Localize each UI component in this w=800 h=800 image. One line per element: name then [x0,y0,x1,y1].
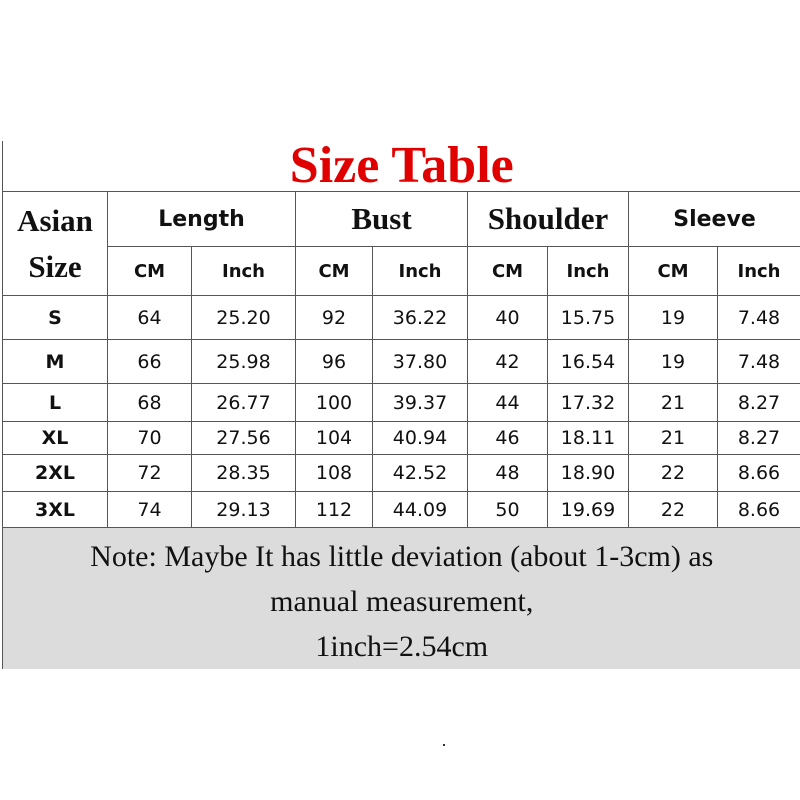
table-row: 2XL 72 28.35 108 42.52 48 18.90 22 8.66 [2,454,800,492]
value-cell: 42.52 [372,454,468,492]
size-cell: 3XL [2,491,108,528]
value-cell: 72 [107,454,192,492]
note: Note: Maybe It has little deviation (abo… [1,527,800,669]
value-cell: 39.37 [372,383,468,422]
table-row: XL 70 27.56 104 40.94 46 18.11 21 8.27 [2,421,800,455]
value-cell: 68 [107,383,192,422]
value-cell: 96 [295,339,373,384]
header-shoulder: Shoulder [467,191,629,247]
value-cell: 19 [628,295,718,340]
value-cell: 112 [295,491,373,528]
value-cell: 7.48 [716,339,800,384]
value-cell: 21 [628,421,718,455]
unit-header: Inch [372,246,468,296]
header-sleeve: Sleeve [627,191,800,247]
value-cell: 17.32 [547,383,629,422]
header-length: Length [107,191,296,247]
note-line3: 1inch=2.54cm [315,630,489,663]
value-cell: 18.11 [547,421,629,455]
size-header-line2: Size [28,248,82,284]
size-cell: XL [2,421,108,455]
value-cell: 92 [295,295,373,340]
table-row: S 64 25.20 92 36.22 40 15.75 19 7.48 [2,295,800,340]
value-cell: 70 [107,421,192,455]
note-line2: manual measurement, [270,585,534,618]
stray-dot [443,744,445,746]
value-cell: 16.54 [547,339,629,384]
value-cell: 100 [295,383,373,422]
size-cell: M [2,339,108,384]
size-cell: 2XL [2,454,108,492]
value-cell: 40 [467,295,548,340]
value-cell: 19 [628,339,718,384]
size-cell: S [2,295,108,340]
value-cell: 37.80 [372,339,468,384]
size-header: Asian Size [2,191,108,296]
value-cell: 8.27 [716,383,800,422]
value-cell: 66 [107,339,192,384]
header-bust: Bust [295,191,468,247]
value-cell: 26.77 [191,383,296,422]
title-cell: Size Table [1,140,800,192]
size-header-line1: Asian [17,202,93,238]
value-cell: 8.66 [716,454,800,492]
unit-header: Inch [547,246,629,296]
unit-header: CM [467,246,548,296]
value-cell: 42 [467,339,548,384]
value-cell: 50 [467,491,548,528]
value-cell: 22 [628,454,718,492]
value-cell: 44 [467,383,548,422]
value-cell: 21 [628,383,718,422]
page-title: Size Table [289,137,514,194]
value-cell: 22 [628,491,718,528]
size-table: Size Table Asian Size Length Bust Should… [1,140,800,669]
table-row: M 66 25.98 96 37.80 42 16.54 19 7.48 [2,339,800,384]
value-cell: 19.69 [547,491,629,528]
value-cell: 8.66 [716,491,800,528]
value-cell: 28.35 [191,454,296,492]
unit-header: CM [295,246,373,296]
value-cell: 46 [467,421,548,455]
unit-header: Inch [716,246,800,296]
value-cell: 7.48 [716,295,800,340]
value-cell: 64 [107,295,192,340]
value-cell: 18.90 [547,454,629,492]
value-cell: 104 [295,421,373,455]
value-cell: 48 [467,454,548,492]
value-cell: 25.20 [191,295,296,340]
value-cell: 40.94 [372,421,468,455]
unit-header: CM [107,246,192,296]
value-cell: 27.56 [191,421,296,455]
value-cell: 29.13 [191,491,296,528]
unit-header: Inch [191,246,296,296]
value-cell: 36.22 [372,295,468,340]
note-line1: Note: Maybe It has little deviation (abo… [90,540,714,573]
value-cell: 8.27 [716,421,800,455]
value-cell: 15.75 [547,295,629,340]
value-cell: 25.98 [191,339,296,384]
size-cell: L [2,383,108,422]
table-row: L 68 26.77 100 39.37 44 17.32 21 8.27 [2,383,800,422]
value-cell: 74 [107,491,192,528]
unit-header: CM [628,246,718,296]
value-cell: 108 [295,454,373,492]
table-row: 3XL 74 29.13 112 44.09 50 19.69 22 8.66 [2,491,800,528]
value-cell: 44.09 [372,491,468,528]
